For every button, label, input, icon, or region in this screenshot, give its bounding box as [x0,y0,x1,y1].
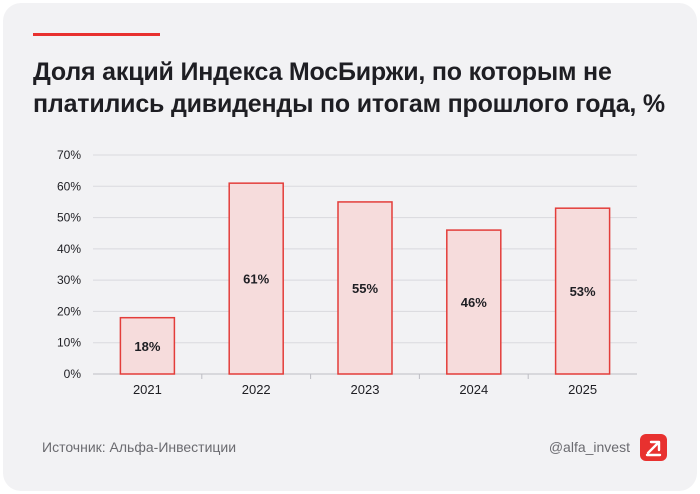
source-note: Источник: Альфа-Инвестиции [42,439,237,455]
y-tick-label: 50% [57,211,81,225]
bar [554,207,611,375]
y-tick-label: 60% [57,179,81,193]
y-tick-label: 10% [57,336,81,350]
data-label: 18% [134,339,160,354]
y-tick-label: 40% [57,242,81,256]
arrow-up-right-icon [640,434,667,461]
chart-title: Доля акций Индекса МосБиржи, по которым … [33,56,673,120]
accent-line [33,33,160,36]
social-handle: @alfa_invest [548,439,630,455]
y-tick-label: 0% [64,367,82,381]
bar [228,182,284,375]
bar [446,229,502,375]
data-label: 55% [352,281,378,296]
y-tick-label: 20% [57,304,81,318]
x-tick-label: 2021 [133,382,162,397]
x-tick-label: 2025 [568,382,597,397]
y-tick-label: 70% [57,148,81,162]
chart-title-line-1: Доля акций Индекса МосБиржи, по которым … [33,58,612,86]
data-label: 61% [243,272,269,287]
x-tick-label: 2024 [459,382,488,397]
chart-title-line-2: платились дивиденды по итогам прошлого г… [33,90,665,118]
x-tick-label: 2022 [242,382,271,397]
data-label: 53% [570,284,596,299]
y-tick-label: 30% [57,273,81,287]
data-label: 46% [461,295,487,310]
bar [119,316,176,375]
bar [337,201,393,375]
x-tick-label: 2023 [351,382,380,397]
